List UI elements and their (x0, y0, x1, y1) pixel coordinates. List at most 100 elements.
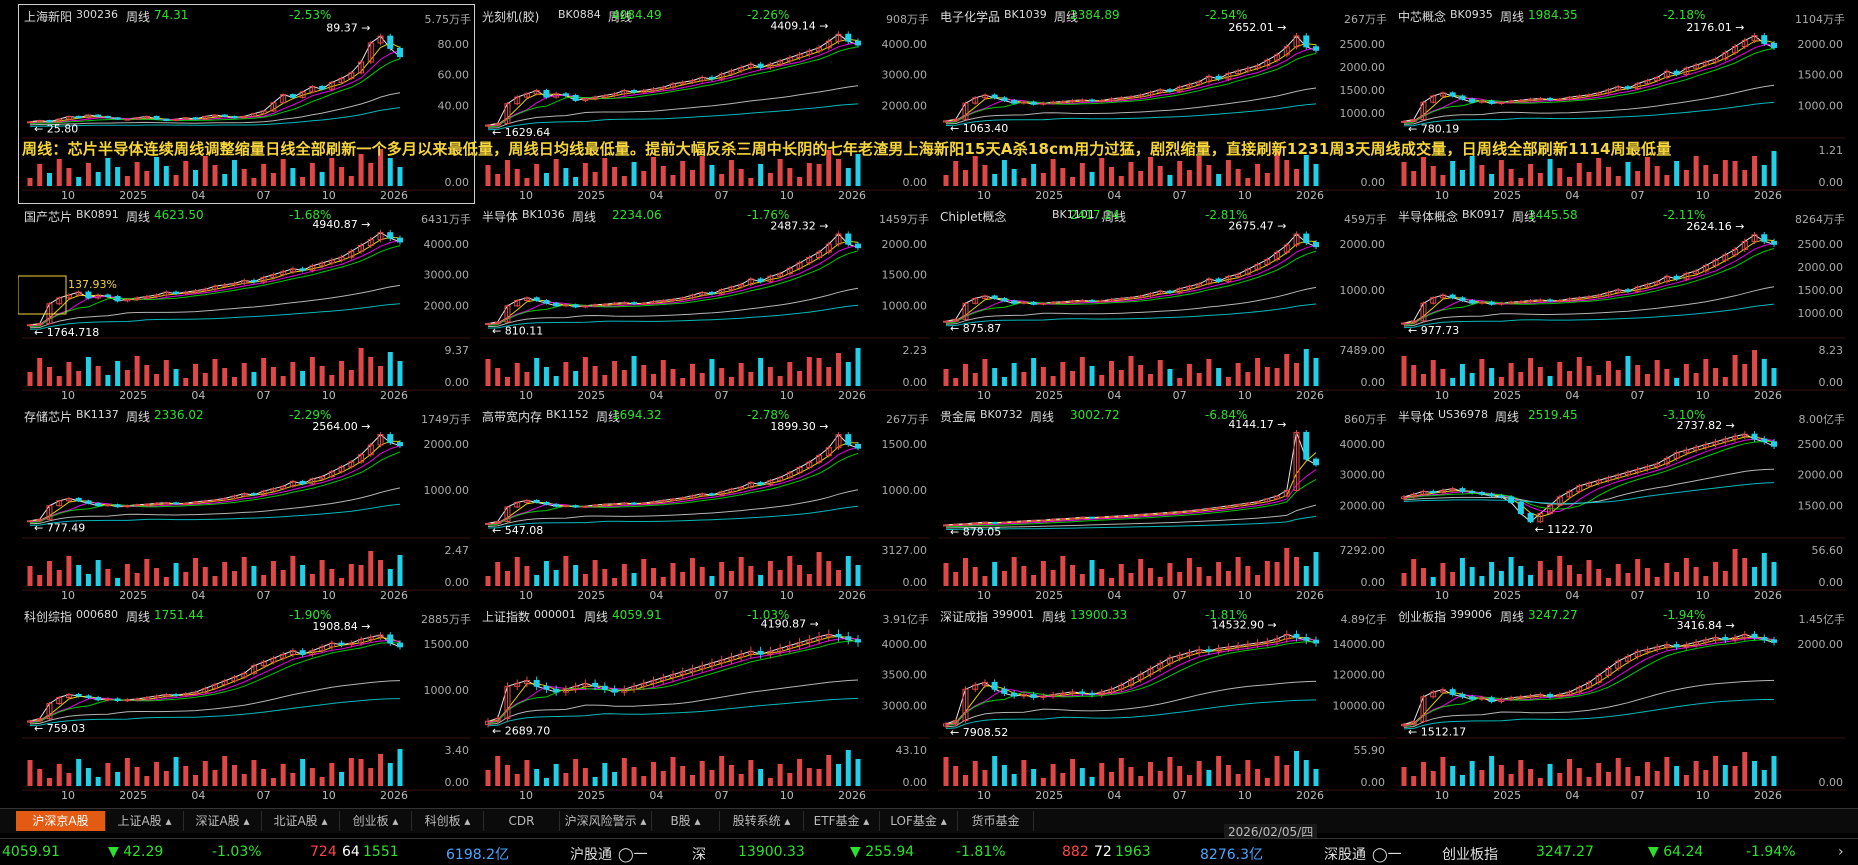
chart-panel[interactable]: 4000.00 3500.00 3000.00 43.10 0.00 4190.87 → ←… (476, 604, 933, 804)
volume-bar (368, 551, 374, 586)
market-tab[interactable]: 深证A股 ▴ (184, 811, 262, 831)
market-tab[interactable]: CDR (484, 811, 560, 831)
hgt-label[interactable]: 沪股通 (570, 847, 612, 863)
market-tab[interactable]: 创业板 ▴ (340, 811, 412, 831)
candle-body (816, 251, 823, 259)
chart-panel[interactable]: 2000.00 1000.00 2.47 0.00 2564.00 → ← 777.49 1… (18, 404, 475, 604)
ma-line (945, 240, 1317, 323)
candle-body (134, 117, 141, 120)
volume-bar (787, 556, 793, 586)
candle-body (182, 502, 189, 505)
volume-bar (1157, 360, 1163, 386)
candle-body (299, 650, 306, 655)
chart-panel[interactable]: 2500.00 2000.00 1500.00 56.60 0.00 2737.82 → ←… (1392, 404, 1849, 604)
chart-panel[interactable]: 2500.00 2000.00 1500.00 1000.00 8.23 0.00 2624… (1392, 204, 1849, 404)
candle-body (1040, 519, 1047, 522)
chart-panel[interactable]: 1500.00 1000.00 3.40 0.00 1908.84 → ← 759.03 1… (18, 604, 475, 804)
panel-name: Chiplet概念 (940, 210, 1007, 224)
x-tick-label: 04 (1565, 789, 1579, 802)
volume-bar (1469, 567, 1475, 586)
volume-bar (1245, 178, 1251, 186)
sh-pct: -1.03% (212, 844, 262, 860)
candle-body (757, 650, 764, 655)
volume-bar (1206, 359, 1212, 386)
panel-volume: 2885万手 (421, 613, 471, 626)
candle-body (972, 522, 979, 525)
market-tab[interactable]: LOF基金 ▴ (880, 811, 958, 831)
market-tab[interactable]: 股转系统 ▴ (720, 811, 804, 831)
chart-panel[interactable]: 80.00 60.00 40.00 0.00 89.37 → ← 25.80 10 2025 0… (18, 4, 475, 204)
volume-bar (387, 569, 393, 586)
ma-line (945, 47, 1317, 123)
candle-body (250, 665, 257, 674)
candle-body (221, 497, 228, 501)
candle-body (689, 495, 696, 499)
candle-body (738, 283, 745, 288)
volume-bar (1459, 170, 1465, 186)
chart-panel[interactable]: 2000.00 1500.00 1000.00 2.23 0.00 2487.32 → ← … (476, 204, 933, 404)
chart-panel[interactable]: 2000.00 0.00 3416.84 → ← 1512.17 10 2025 04 07 1… (1392, 604, 1849, 804)
volume-bar (261, 358, 267, 386)
candle-body (1186, 651, 1193, 656)
market-tab[interactable]: 沪深京A股 (16, 811, 106, 831)
x-tick-label: 07 (257, 789, 271, 802)
candle-body (1020, 301, 1027, 304)
chart-panel[interactable]: 2000.00 1500.00 1000.00 1.21 0.00 2176.01 → ← … (1392, 4, 1849, 204)
ma-line (945, 515, 1317, 530)
ma-line (1403, 438, 1775, 513)
high-label: 2487.32 → (770, 219, 828, 232)
chart-panel[interactable]: 4000.00 3000.00 2000.00 9.37 0.00 4940.87 → ← … (18, 204, 475, 404)
chart-panel[interactable]: 2500.00 2000.00 1500.00 1000.00 0.00 2652.01 … (934, 4, 1391, 204)
volume-bar (1060, 773, 1066, 786)
market-tab[interactable]: 货币基金 (958, 811, 1034, 831)
market-tab[interactable]: B股 ▴ (652, 811, 720, 831)
volume-bar (173, 369, 179, 386)
market-tab[interactable]: 上证A股 ▴ (106, 811, 184, 831)
candle-body (1264, 59, 1271, 67)
candle-body (1566, 691, 1573, 695)
panel-period: 周线 (1054, 10, 1079, 24)
high-label: 2675.47 → (1228, 219, 1286, 232)
x-tick-label: 10 (977, 189, 991, 202)
volume-bar (1605, 772, 1611, 786)
market-tab[interactable]: 沪深风险警示 ▴ (560, 811, 652, 831)
panel-header: 中芯概念 BK0935 周线 1984.35 -2.18% (1398, 8, 1845, 24)
volume-axis-label: 7292.00 (1340, 544, 1386, 557)
chart-panel[interactable]: 4000.00 3000.00 2000.00 0.00 4409.14 → ← 1629… (476, 4, 933, 204)
candle-body (1478, 100, 1485, 103)
candle-body (1488, 493, 1495, 497)
market-tab[interactable]: 北证A股 ▴ (262, 811, 340, 831)
candle-body (280, 94, 287, 104)
low-label: ← 777.49 (34, 522, 85, 535)
chart-panel[interactable]: 4000.00 3000.00 2000.00 7292.00 0.00 4144.17 … (934, 404, 1391, 604)
candle-body (1079, 516, 1086, 519)
x-tick-label: 07 (1631, 389, 1645, 402)
panel-code: BK0732 (980, 408, 1023, 421)
candle-body (1410, 493, 1417, 498)
market-tab[interactable]: 科创板 ▴ (412, 811, 484, 831)
candle-body (1478, 697, 1485, 700)
volume-bar (85, 768, 91, 786)
candle-body (562, 93, 569, 96)
candle-body (338, 466, 345, 473)
y-tick-label: 1000.00 (1340, 284, 1386, 297)
y-tick-label: 4000.00 (1340, 438, 1386, 451)
market-tab[interactable]: ETF基金 ▴ (804, 811, 880, 831)
chart-panel[interactable]: 2000.00 1000.00 7489.00 0.00 2675.47 → ← 875.… (934, 204, 1391, 404)
candle-body (1693, 446, 1700, 451)
sgt-label[interactable]: 深股通 (1324, 847, 1366, 863)
chart-panel[interactable]: 1500.00 1000.00 3127.00 0.00 1899.30 → ← 547.… (476, 404, 933, 604)
volume-bar (1683, 775, 1689, 786)
chart-panel[interactable]: 14000.00 12000.00 10000.00 55.90 0.00 14532.9… (934, 604, 1391, 804)
candle-body (1235, 645, 1242, 648)
candle-body (835, 233, 842, 245)
scroll-right-icon[interactable]: › (1838, 844, 1844, 860)
market-tab-label: 沪深风险警示 (564, 814, 637, 828)
volume-bar (1586, 777, 1592, 786)
candle-body (27, 121, 33, 124)
volume-bar (495, 174, 501, 186)
annotation-note: 周线：芯片半导体连续周线调整缩量日线全部刷新一个多月以来最低量，周线日均线最低量… (22, 140, 1672, 158)
volume-bar (1635, 776, 1641, 786)
volume-bar (582, 574, 588, 586)
candle-body (943, 320, 949, 323)
